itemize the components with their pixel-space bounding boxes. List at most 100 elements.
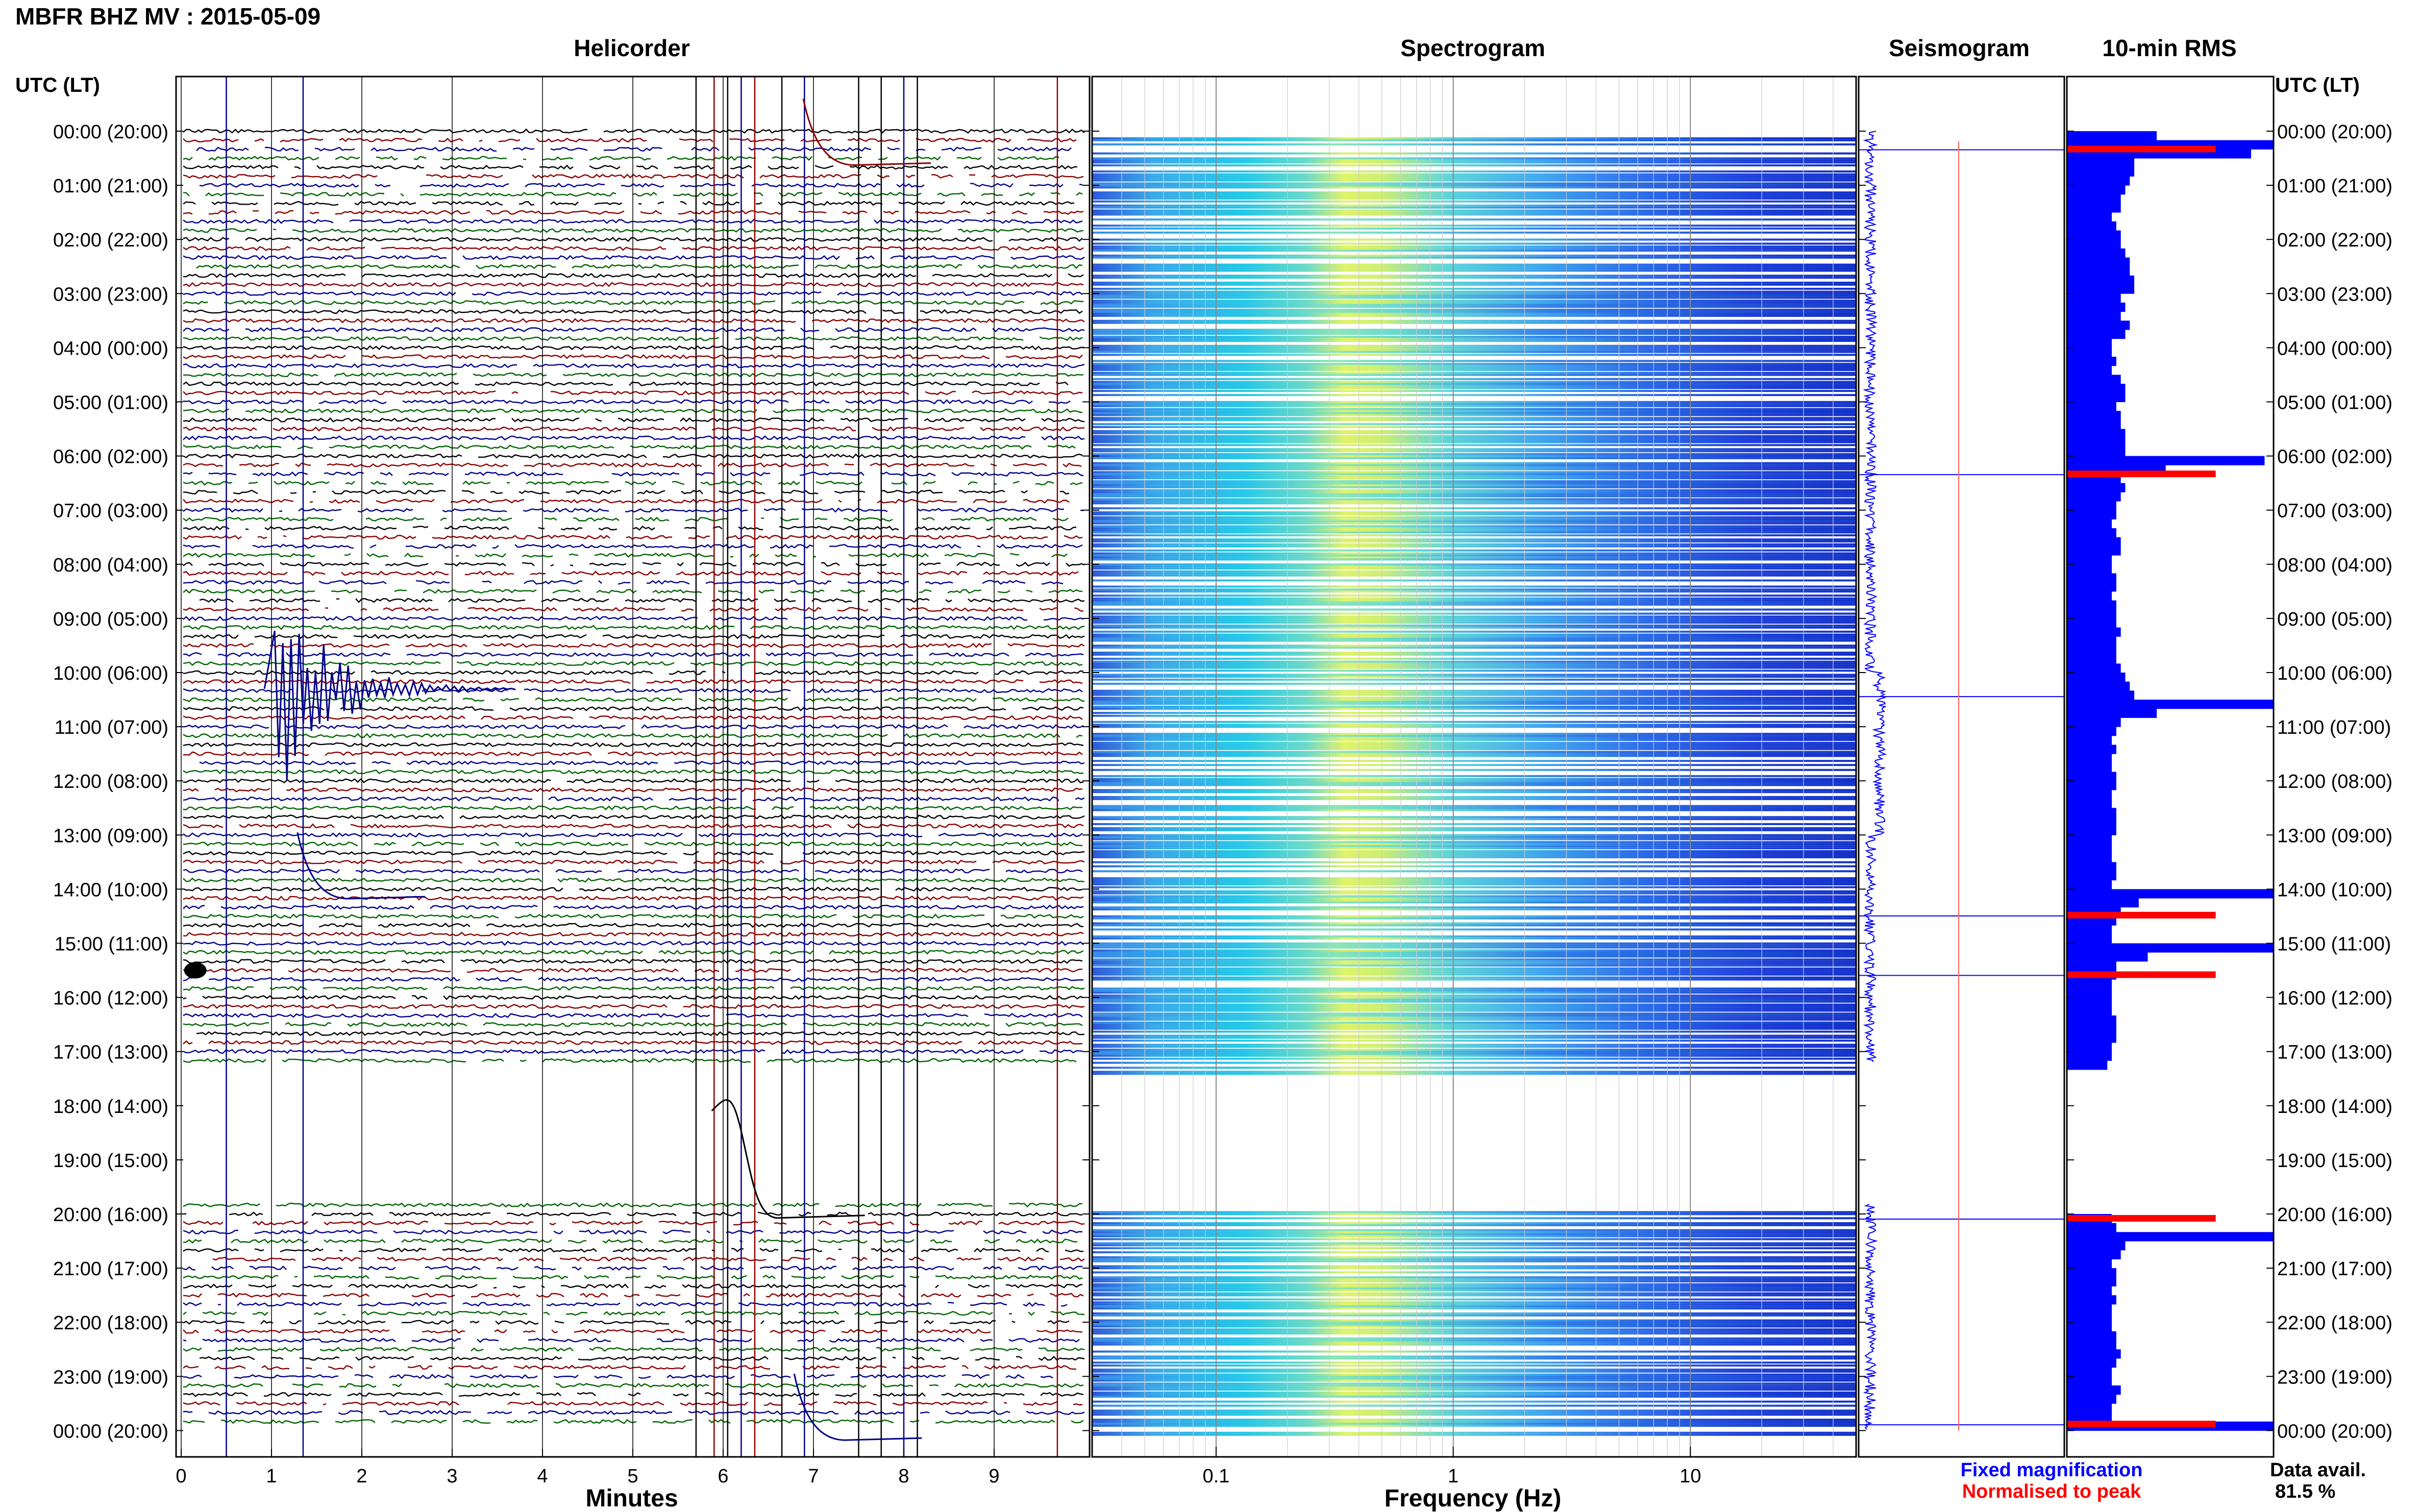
- plot-title: MBFR BHZ MV : 2015-05-09: [15, 3, 320, 30]
- spectrogram-row: [1092, 367, 1856, 369]
- helicorder-trace: [199, 598, 1085, 603]
- spectrogram-row: [1092, 204, 1856, 207]
- rms-bar: [2067, 293, 2121, 303]
- spectrogram-row: [1092, 1244, 1856, 1247]
- helicorder-trace: [183, 336, 1083, 341]
- right-axis-header: UTC (LT): [2275, 74, 2360, 96]
- spectrogram-row: [1092, 1419, 1856, 1421]
- hour-label-right: 02:00 (22:00): [2277, 230, 2392, 251]
- rms-bar: [2067, 203, 2121, 213]
- spectrogram-row: [1092, 1247, 1856, 1250]
- hour-label-left: 14:00 (10:00): [53, 879, 168, 901]
- spectrogram-row: [1092, 953, 1856, 956]
- data-avail-label: Data avail.: [2270, 1459, 2366, 1481]
- spectrogram-row: [1092, 1305, 1856, 1308]
- spectrogram-row: [1092, 861, 1856, 863]
- spectrogram-row: [1092, 371, 1856, 374]
- spectrogram-row: [1092, 724, 1856, 726]
- spectrogram-row: [1092, 653, 1856, 656]
- helicorder-trace: [183, 796, 1085, 802]
- spectrogram-row: [1092, 306, 1856, 308]
- spectrogram-row: [1092, 319, 1856, 322]
- rms-bar: [2067, 564, 2112, 574]
- spectrogram-row: [1092, 612, 1856, 615]
- helicorder-trace: [183, 1283, 1083, 1289]
- spectrogram-row: [1092, 870, 1856, 873]
- spectrogram-row: [1092, 394, 1856, 396]
- spectrogram-row: [1092, 543, 1856, 546]
- spectrogram-row: [1092, 847, 1856, 850]
- spectrogram-row: [1092, 651, 1856, 654]
- hour-label-left: 10:00 (06:00): [53, 663, 168, 684]
- rms-bar: [2067, 1006, 2112, 1016]
- spectrogram-row: [1092, 556, 1856, 559]
- spectrogram-row: [1092, 1267, 1856, 1270]
- spectrogram-row: [1092, 206, 1856, 209]
- helicorder-trace: [183, 724, 1084, 730]
- helicorder-trace: [183, 580, 1064, 585]
- spectrogram-row: [1092, 726, 1856, 728]
- spectrogram-row: [1092, 989, 1856, 992]
- hour-label-right: 20:00 (16:00): [2277, 1204, 2392, 1226]
- hour-label-left: 08:00 (04:00): [53, 555, 168, 576]
- spectrogram-row: [1092, 534, 1856, 537]
- spectrogram-row: [1092, 254, 1856, 257]
- spectrogram-row: [1092, 471, 1856, 474]
- hour-label-right: 22:00 (18:00): [2277, 1312, 2392, 1334]
- helicorder-trace: [183, 327, 1085, 333]
- spectrogram-row: [1092, 1287, 1856, 1290]
- spectrogram-row: [1092, 1034, 1856, 1037]
- spectrogram-row: [1092, 924, 1856, 927]
- spectrogram-row: [1092, 545, 1856, 548]
- spectrogram-row: [1092, 572, 1856, 575]
- helicorder-trace: [183, 913, 1084, 919]
- spectrogram-row: [1092, 1379, 1856, 1382]
- rms-bar: [2067, 284, 2135, 294]
- helicorder-trace: [183, 1337, 1080, 1343]
- rms-bar: [2067, 826, 2116, 835]
- spectrogram-row: [1092, 152, 1856, 155]
- hour-label-left: 13:00 (09:00): [53, 825, 168, 847]
- spectrogram-row: [1092, 275, 1856, 277]
- helicorder-trace: [183, 715, 1083, 721]
- helicorder-trace: [183, 706, 1084, 711]
- helicorder-trace: [183, 615, 1084, 622]
- spectrogram-row: [1092, 992, 1856, 994]
- hour-label-left: 16:00 (12:00): [53, 988, 168, 1009]
- hour-label-right: 23:00 (19:00): [2277, 1367, 2392, 1388]
- spectrogram-row: [1092, 778, 1856, 780]
- spectrogram-row: [1092, 484, 1856, 486]
- rms-bar: [2067, 311, 2121, 321]
- hour-label-left: 17:00 (13:00): [53, 1042, 168, 1063]
- minute-tick-label: 3: [447, 1466, 457, 1487]
- spectrogram-row: [1092, 441, 1856, 443]
- spectrogram-row: [1092, 1007, 1856, 1010]
- spectrogram-row: [1092, 321, 1856, 324]
- helicorder-trace: [183, 137, 1077, 143]
- seismogram-panel: [1858, 76, 2065, 1458]
- rms-bar: [2067, 537, 2121, 547]
- spectrogram-row: [1092, 426, 1856, 428]
- spectrogram-row: [1092, 513, 1856, 516]
- helicorder-trace: [183, 210, 1084, 215]
- helicorder-trace: [183, 778, 1084, 784]
- helicorder-trace: [183, 697, 1085, 703]
- spectrogram-row: [1092, 1377, 1856, 1380]
- spectrogram-row: [1092, 245, 1856, 248]
- spectrogram-row: [1092, 998, 1856, 1001]
- spectrogram-row: [1092, 883, 1856, 886]
- spectrogram-row: [1092, 741, 1856, 744]
- spectrogram-row: [1092, 1049, 1856, 1051]
- spectrogram-row: [1092, 468, 1856, 470]
- spectrogram-row: [1092, 1061, 1856, 1064]
- hour-label-left: 04:00 (00:00): [53, 338, 168, 359]
- hour-label-right: 18:00 (14:00): [2277, 1096, 2392, 1118]
- hour-label-left: 15:00 (11:00): [55, 934, 168, 955]
- spectrogram-row: [1092, 312, 1856, 315]
- helicorder-trace: [183, 1382, 1084, 1388]
- spectrogram-row: [1092, 908, 1856, 911]
- rms-bar: [2067, 735, 2112, 745]
- spectrogram-row: [1092, 164, 1856, 167]
- spectrogram-row: [1092, 227, 1856, 230]
- spectrogram-row: [1092, 381, 1856, 383]
